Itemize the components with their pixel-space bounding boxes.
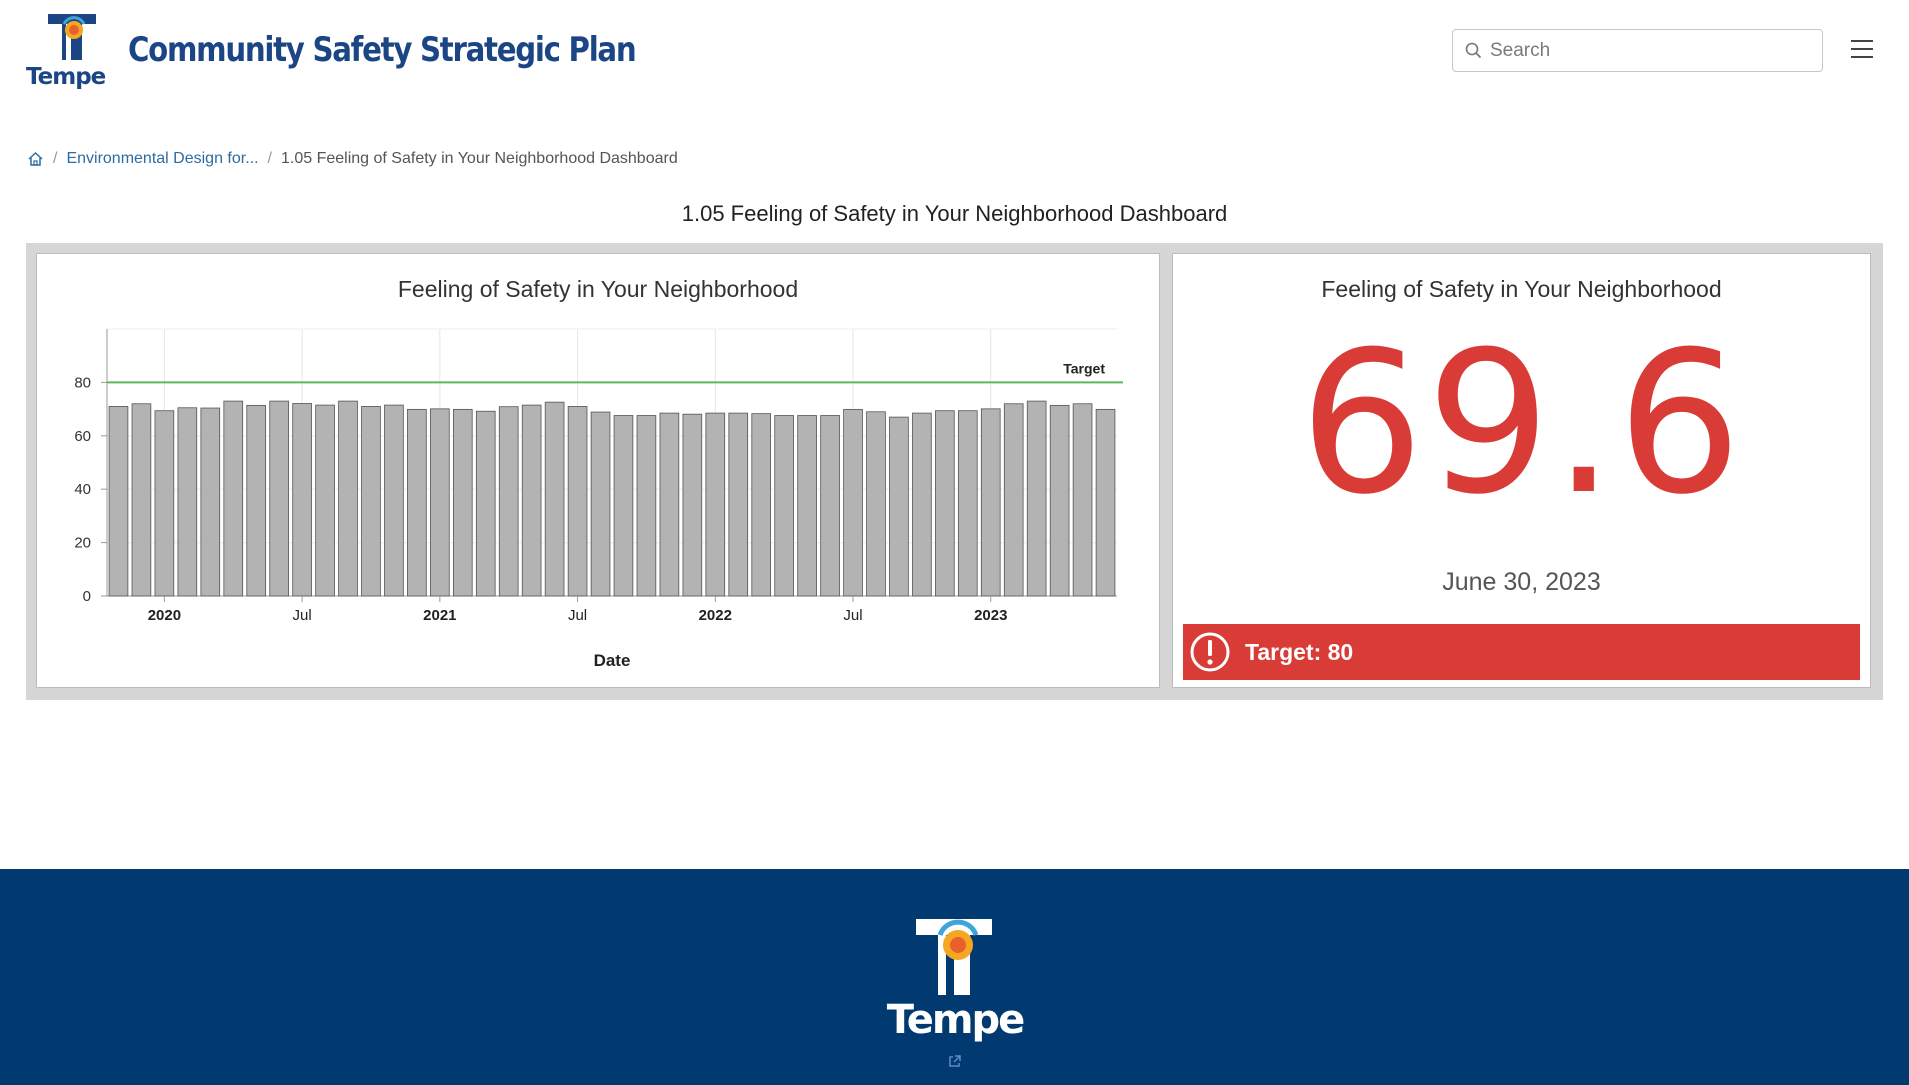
target-line-label: Target [1063, 360, 1105, 376]
footer-logo-text: Tempe [886, 997, 1026, 1043]
bar-chart[interactable]: 0 20 40 60 80 Target 2020 Jul 2021 Jul 2022 Jul 2023… [37, 254, 1161, 689]
y-tick-label: 40 [74, 481, 91, 498]
chart-bar [292, 403, 312, 597]
chart-bar [889, 416, 909, 597]
chart-bar [430, 408, 450, 597]
chart-bar [1026, 400, 1047, 597]
chart-bar [544, 401, 565, 597]
indicator-date: June 30, 2023 [1442, 568, 1601, 596]
tempe-logo-icon[interactable] [26, 12, 118, 90]
search-input[interactable] [1490, 39, 1810, 62]
chart-bar [246, 404, 267, 597]
chart-bar [498, 406, 519, 597]
chart-bar [935, 410, 955, 597]
chart-bar [567, 406, 588, 597]
chart-bar [475, 410, 496, 597]
chart-bar [613, 415, 634, 597]
x-tick-label: 2023 [974, 607, 1007, 624]
search-icon [1465, 42, 1482, 59]
chart-bar [200, 407, 221, 597]
external-link-icon[interactable] [947, 1054, 962, 1069]
target-alert-bar: Target: 80 [1183, 624, 1860, 680]
chart-bar [659, 412, 680, 597]
breadcrumb-separator: / [53, 150, 58, 167]
dashboard-container: Feeling of Safety in Your Neighborhood 0… [26, 243, 1883, 700]
chart-bar [980, 408, 1001, 597]
chart-bar [912, 412, 932, 597]
home-icon[interactable] [27, 151, 44, 167]
indicator-panel: Feeling of Safety in Your Neighborhood 6… [1172, 253, 1871, 688]
chart-bar [269, 400, 289, 597]
tempe-logo-icon[interactable] [880, 917, 1030, 1045]
chart-bar [957, 410, 978, 597]
chart-bar [1003, 403, 1024, 597]
chart-bar [636, 415, 657, 597]
chart-bar [177, 407, 198, 597]
chart-bar [131, 403, 152, 597]
chart-bar [728, 412, 749, 597]
hamburger-menu-icon[interactable] [1851, 40, 1873, 60]
x-tick-label: 2020 [148, 607, 181, 624]
site-footer: Tempe [0, 869, 1909, 1085]
chart-bar [820, 415, 840, 597]
chart-bar [223, 400, 244, 597]
chart-bar [315, 404, 335, 597]
chart-bar [1049, 404, 1070, 597]
breadcrumb-item-environmental-design[interactable]: Environmental Design for... [66, 150, 259, 167]
x-tick-label: Jul [293, 607, 312, 624]
chart-bar [154, 410, 175, 597]
chart-bar [866, 411, 886, 597]
breadcrumb: / Environmental Design for... / 1.05 Fee… [27, 150, 678, 168]
chart-bar [361, 406, 381, 597]
site-title[interactable]: Community Safety Strategic Plan [128, 30, 637, 70]
target-label: Target: 80 [1245, 638, 1354, 665]
chart-bar [452, 408, 473, 597]
chart-bar [843, 408, 863, 597]
site-header: Tempe Community Safety Strategic Plan [0, 0, 1909, 110]
chart-panel: Feeling of Safety in Your Neighborhood 0… [36, 253, 1160, 688]
search-box[interactable] [1452, 29, 1823, 72]
chart-bar [407, 408, 427, 597]
x-axis-title: Date [594, 651, 631, 670]
chart-bar [797, 415, 817, 597]
chart-bar [705, 412, 726, 597]
x-tick-label: Jul [843, 607, 862, 624]
chart-bar [521, 404, 542, 597]
y-tick-label: 0 [83, 588, 91, 605]
x-tick-label: Jul [568, 607, 587, 624]
chart-bar [384, 404, 404, 597]
chart-bar [1072, 403, 1093, 597]
breadcrumb-item-current: 1.05 Feeling of Safety in Your Neighborh… [281, 150, 678, 167]
exclamation-circle-icon [1190, 632, 1230, 672]
x-tick-label: 2021 [423, 607, 456, 624]
chart-bar [682, 413, 703, 597]
chart-bar [751, 413, 772, 597]
y-tick-label: 80 [74, 374, 91, 391]
page-title: 1.05 Feeling of Safety in Your Neighborh… [681, 201, 1228, 226]
x-tick-label: 2022 [699, 607, 732, 624]
y-tick-label: 60 [74, 428, 91, 445]
chart-bar [108, 406, 129, 597]
chart-bar [590, 411, 611, 597]
chart-bar [1095, 408, 1116, 597]
chart-bar [774, 415, 794, 597]
chart-panel-title: Feeling of Safety in Your Neighborhood [397, 276, 799, 302]
y-tick-label: 20 [74, 535, 91, 552]
indicator-value: 69.6 [1299, 310, 1744, 538]
header-logo-text: Tempe [26, 64, 106, 90]
indicator-panel-title: Feeling of Safety in Your Neighborhood [1321, 276, 1722, 302]
breadcrumb-separator: / [267, 150, 272, 167]
chart-bar [338, 400, 358, 597]
